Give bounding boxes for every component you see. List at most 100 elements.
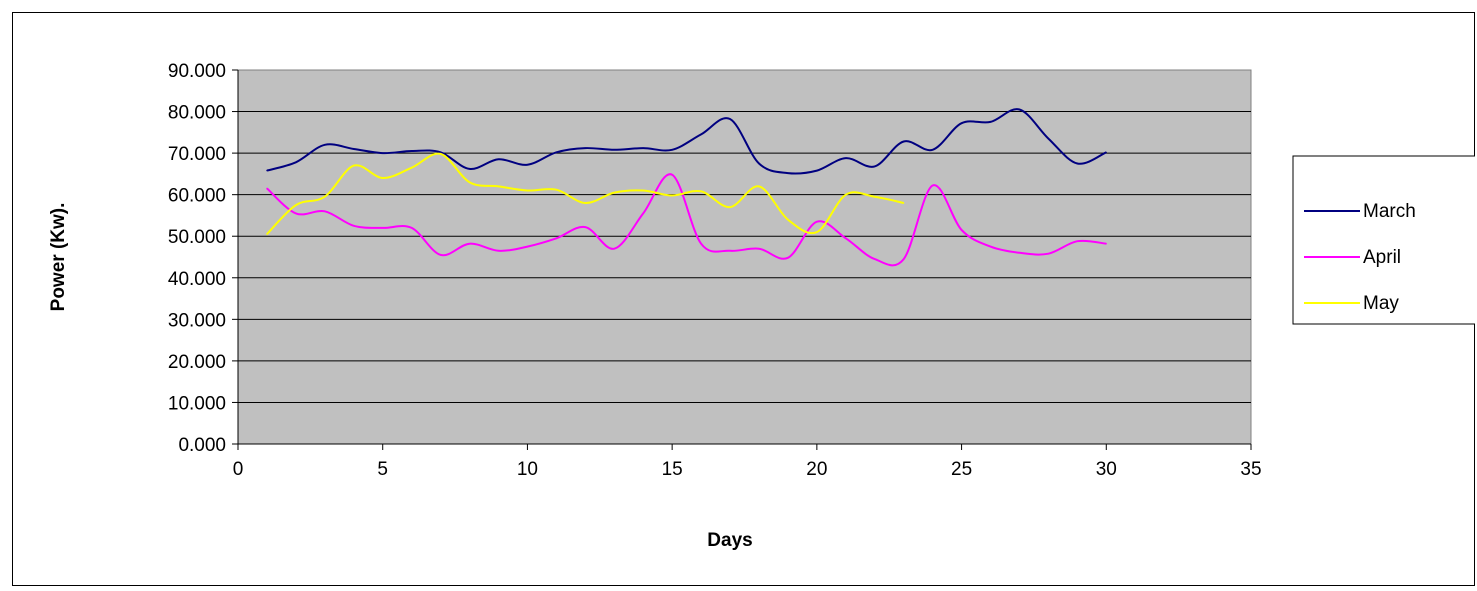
data-point-april	[440, 254, 442, 256]
data-point-may	[816, 231, 818, 233]
legend-label-march: March	[1363, 201, 1416, 222]
data-point-march	[411, 150, 413, 152]
data-point-april	[903, 258, 905, 260]
data-point-april	[758, 248, 760, 250]
data-point-may	[584, 202, 586, 204]
data-point-march	[1018, 108, 1021, 111]
x-tick-label: 20	[806, 459, 827, 480]
data-point-april	[353, 225, 355, 227]
x-tick-label: 10	[517, 459, 538, 480]
data-point-may	[382, 177, 384, 179]
y-tick-label: 20.000	[168, 352, 226, 373]
data-point-april	[613, 248, 615, 250]
data-point-march	[932, 149, 934, 151]
data-point-april	[1047, 253, 1049, 255]
data-point-may	[468, 181, 471, 183]
y-axis-title: Power (Kw).	[48, 203, 69, 312]
y-tick-label: 90.000	[168, 61, 226, 82]
data-point-may	[295, 204, 297, 206]
data-point-march	[555, 151, 558, 153]
data-point-march	[729, 118, 731, 120]
data-point-may	[874, 196, 876, 198]
x-tick-label: 35	[1240, 459, 1261, 480]
y-tick-label: 10.000	[168, 393, 226, 414]
data-point-april	[816, 221, 818, 223]
data-point-march	[989, 121, 992, 123]
data-point-may	[758, 185, 760, 187]
x-tick-label: 30	[1096, 459, 1117, 480]
data-point-may	[787, 219, 789, 221]
data-point-april	[787, 257, 789, 259]
y-tick-label: 40.000	[168, 269, 226, 290]
data-point-april	[700, 243, 702, 245]
data-point-april	[497, 250, 500, 252]
y-tick-label: 80.000	[168, 103, 226, 124]
data-point-april	[642, 212, 644, 214]
x-tick-label: 0	[233, 459, 244, 480]
data-point-april	[468, 243, 471, 245]
data-point-may	[411, 167, 413, 169]
data-point-march	[324, 144, 326, 146]
data-point-may	[642, 189, 644, 192]
data-point-april	[1076, 240, 1078, 242]
legend-label-april: April	[1363, 247, 1401, 268]
data-point-march	[497, 158, 500, 160]
data-point-april	[729, 250, 731, 252]
data-point-april	[526, 246, 529, 248]
data-point-may	[526, 189, 529, 192]
data-point-may	[700, 190, 702, 192]
data-point-april	[961, 229, 963, 231]
data-point-may	[324, 196, 326, 198]
axes: 0.000 10.000 20.000 30.000 40.000 50.000 60.00…	[168, 61, 1262, 480]
data-point-march	[903, 140, 905, 143]
data-point-may	[266, 233, 268, 235]
data-point-march	[526, 164, 529, 166]
data-point-may	[555, 189, 558, 191]
data-point-april	[555, 237, 558, 239]
data-point-april	[266, 187, 268, 189]
data-point-march	[468, 168, 471, 170]
data-point-may	[903, 202, 905, 204]
data-point-may	[440, 153, 442, 155]
data-point-march	[787, 172, 789, 174]
data-point-may	[845, 194, 847, 196]
x-axis-title: Days	[707, 530, 752, 551]
series-lines	[266, 108, 1107, 267]
data-point-may	[729, 206, 731, 208]
data-point-april	[1105, 243, 1107, 245]
y-tick-label: 0.000	[178, 435, 226, 456]
data-point-april	[584, 226, 586, 228]
data-point-march	[758, 162, 760, 165]
data-point-march	[440, 151, 442, 153]
y-tick-label: 70.000	[168, 144, 226, 165]
data-point-april	[324, 210, 326, 212]
y-tick-label: 60.000	[168, 186, 226, 207]
y-tick-label: 30.000	[168, 310, 226, 331]
data-point-march	[382, 152, 384, 154]
data-point-may	[497, 185, 500, 187]
data-point-may	[353, 165, 355, 167]
data-point-march	[613, 149, 615, 151]
series-line-march	[266, 108, 1107, 175]
data-point-march	[874, 165, 876, 167]
data-point-april	[382, 227, 384, 229]
data-point-march	[816, 170, 818, 172]
y-tick-label: 50.000	[168, 227, 226, 248]
x-tick-label: 15	[662, 459, 683, 480]
legend-box	[1292, 155, 1477, 325]
data-point-april	[1018, 252, 1021, 254]
data-point-march	[584, 147, 586, 149]
legend-label-may: May	[1363, 293, 1399, 314]
data-point-march	[266, 170, 268, 172]
data-point-march	[642, 147, 644, 149]
data-point-april	[845, 237, 847, 239]
data-point-march	[1076, 162, 1078, 165]
chart-container: 0.000 10.000 20.000 30.000 40.000 50.000 60.00…	[12, 12, 1477, 586]
line-chart: 0.000 10.000 20.000 30.000 40.000 50.000 60.00…	[12, 12, 1477, 586]
data-point-march	[1105, 151, 1107, 153]
data-point-april	[671, 174, 673, 176]
data-point-march	[700, 133, 702, 135]
data-point-march	[353, 148, 355, 150]
data-point-march	[671, 149, 673, 151]
data-point-march	[1047, 138, 1049, 140]
